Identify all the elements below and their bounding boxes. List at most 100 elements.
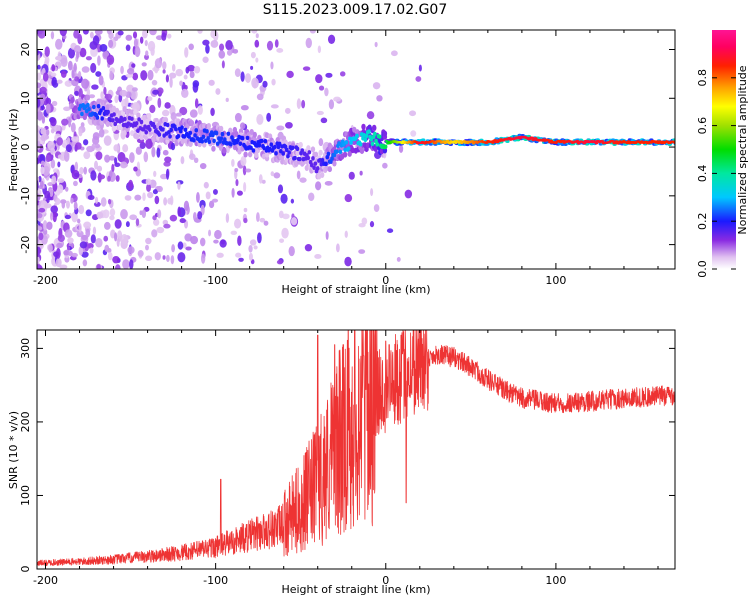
spectrogram-noise-cell (70, 197, 74, 204)
spectrogram-noise-cell (203, 181, 209, 189)
spectrogram-ridge-cell (169, 127, 174, 133)
spectrogram-noise-cell (149, 30, 157, 36)
x-tick-label: 0 (382, 274, 389, 287)
spectrogram-ridge-cell (307, 150, 312, 155)
spectrogram-noise-cell (64, 80, 73, 87)
spectrogram-ridge-halo (421, 138, 426, 142)
spectrogram-noise-cell (239, 122, 246, 130)
spectrogram-noise-cell (192, 211, 197, 221)
colorbar-tick-label: 0.0 (696, 260, 709, 278)
spectrogram-noise-cell (95, 71, 102, 77)
spectrogram-noise-cell (177, 181, 181, 190)
spectrogram-ridge-cell (223, 137, 227, 142)
spectrogram-ridge-cell (269, 142, 274, 147)
spectrogram-noise-cell (94, 160, 98, 170)
spectrogram-noise-cell (79, 167, 84, 175)
spectrogram-noise-cell (51, 64, 56, 72)
spectrogram-ridge-cell (375, 142, 380, 147)
spectrogram-noise-cell (73, 201, 78, 210)
spectrogram-ridge-cell (180, 125, 184, 130)
spectrogram-noise-cell (83, 166, 88, 175)
spectrogram-noise-cell (253, 245, 258, 250)
spectrogram-ridge-halo (310, 146, 316, 153)
spectrogram-noise-cell (165, 74, 170, 83)
spectrogram-noise-cell (257, 232, 262, 244)
spectrogram-noise-cell (37, 87, 40, 94)
spectrogram-noise-cell (170, 142, 176, 151)
spectrogram-noise-cell (169, 72, 177, 79)
spectrogram-noise-cell (137, 250, 144, 257)
spectrogram-noise-cell (197, 105, 203, 115)
spectrogram-ridge-cell (273, 144, 277, 150)
spectrogram-noise-cell (114, 162, 121, 168)
spectrogram-noise-cell (127, 246, 135, 254)
spectrogram-ridge-cell (286, 154, 290, 159)
spectrogram-noise-cell (78, 246, 84, 256)
spectrogram-noise-cell (361, 217, 368, 225)
spectrogram-ridge-cell (161, 127, 165, 132)
spectrogram-noise-cell (156, 226, 165, 234)
spectrogram-ridge-halo (361, 123, 366, 130)
spectrogram-noise-cell (76, 51, 80, 60)
spectrogram-noise-cell (129, 214, 138, 221)
spectrogram-noise-cell (250, 65, 254, 70)
spectrogram-noise-cell (83, 139, 89, 146)
spectrogram-noise-cell (52, 211, 57, 223)
spectrogram-ridge-cell (194, 128, 199, 133)
spectrogram-ridge-cell (324, 161, 328, 167)
spectrogram-ridge-cell (144, 130, 149, 135)
spectrogram-noise-cell (256, 212, 260, 223)
spectrogram-ridge-cell (315, 166, 320, 171)
spectrogram-noise-cell (48, 243, 53, 253)
spectrogram-noise-cell (76, 230, 84, 238)
spectrogram-noise-cell (82, 259, 88, 267)
spectrogram-noise-cell (127, 68, 135, 75)
spectrogram-noise-cell (185, 246, 192, 251)
spectrogram-noise-cell (145, 50, 149, 57)
spectrogram-noise-cell (44, 190, 51, 199)
spectrogram-ridge-cell (228, 142, 233, 147)
spectrogram-noise-cell (202, 39, 210, 46)
spectrogram-ridge-cell (374, 138, 378, 144)
spectrogram-noise-cell (398, 144, 404, 153)
spectrogram-noise-cell (125, 73, 134, 78)
x-tick-label: -100 (203, 274, 228, 287)
spectrogram-ridge-halo (146, 113, 152, 120)
spectrogram-noise-cell (51, 100, 58, 107)
spectrogram-ridge-cell (358, 142, 363, 147)
spectrogram-ridge-halo (85, 94, 91, 101)
spectrogram-noise-cell (109, 208, 116, 217)
spectrogram-noise-cell (78, 128, 83, 137)
spectrogram-noise-cell (185, 66, 190, 74)
spectrogram-noise-cell (108, 39, 114, 48)
spectrogram-noise-cell (359, 170, 363, 176)
spectrogram-noise-cell (344, 256, 352, 267)
spectrogram-noise-cell (134, 194, 142, 201)
spectrogram-noise-cell (285, 121, 293, 129)
spectrogram-ridge-halo (347, 150, 352, 157)
spectrogram-noise-cell (358, 249, 366, 254)
spectrogram-noise-cell (78, 204, 85, 215)
spectrogram-noise-cell (98, 75, 104, 86)
spectrogram-noise-cell (71, 69, 75, 79)
spectrogram-noise-cell (64, 149, 68, 158)
spectrogram-noise-cell (344, 193, 353, 203)
spectrogram-ridge-cell (192, 138, 196, 143)
spectrogram-noise-cell (212, 189, 218, 195)
spectrogram-ridge-halo (211, 145, 216, 152)
spectrogram-noise-cell (96, 165, 103, 172)
spectrogram-ridge-cell (313, 161, 318, 166)
spectrogram-noise-cell (63, 249, 70, 256)
spectrogram-noise-cell (156, 185, 163, 193)
spectrogram-noise-cell (139, 36, 144, 44)
spectrogram-noise-cell (57, 178, 65, 183)
spectrogram-ridge-cell (101, 106, 106, 111)
spectrogram-ridge-halo (111, 125, 117, 132)
spectrogram-noise-cell (282, 213, 290, 220)
spectrogram-noise-cell (214, 229, 222, 240)
spectrogram-noise-cell (255, 57, 259, 63)
colorbar-tick-label: 0.4 (696, 165, 709, 183)
colorbar: 0.0 0.2 0.4 0.6 0.8 Normalized spectral ampl… (696, 30, 749, 278)
spectrogram-noise-cell (60, 70, 67, 78)
spectrogram-noise-cell (255, 33, 259, 39)
